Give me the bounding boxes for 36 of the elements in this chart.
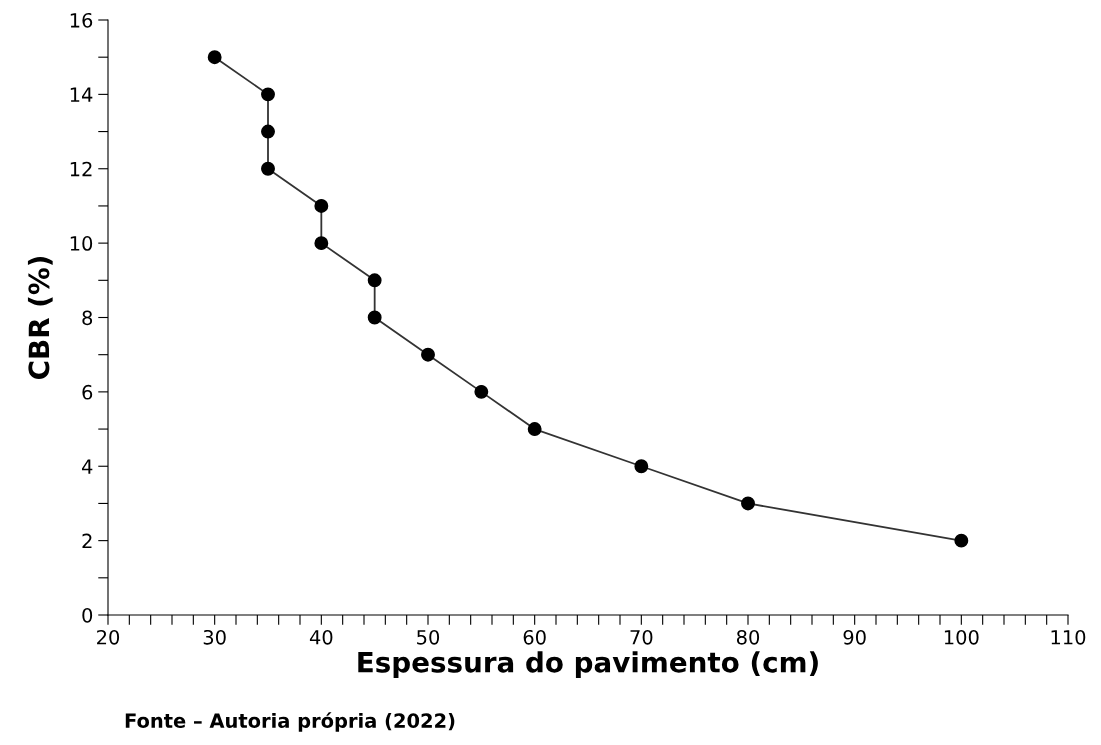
- y-tick-label: 12: [70, 161, 92, 177]
- y-axis-title: CBR (%): [27, 256, 53, 380]
- point: [261, 87, 275, 102]
- x-tick-label: 110: [1051, 629, 1086, 645]
- point: [314, 236, 329, 251]
- point: [261, 124, 275, 139]
- point: [261, 161, 275, 176]
- y-tick-label: 10: [70, 236, 93, 251]
- x-tick-label: 30: [203, 629, 226, 645]
- x-tick-label: 70: [630, 629, 653, 645]
- x-tick-label: 100: [944, 629, 979, 645]
- point: [634, 459, 649, 474]
- y-tick-label: 6: [82, 384, 93, 400]
- y-tick-label: 14: [70, 87, 93, 102]
- point: [954, 533, 969, 548]
- x-tick-label: 80: [736, 629, 760, 645]
- point: [527, 422, 542, 437]
- point: [367, 310, 382, 325]
- y-tick-label: 0: [82, 607, 93, 623]
- point: [474, 384, 489, 399]
- point: [367, 273, 382, 288]
- x-tick-label: 20: [97, 629, 120, 645]
- point: [207, 50, 222, 65]
- point: [421, 347, 435, 362]
- point: [314, 198, 329, 213]
- x-tick-label: 90: [843, 629, 866, 645]
- x-tick-label: 40: [309, 629, 333, 645]
- point: [741, 496, 755, 511]
- y-tick-label: 8: [82, 310, 93, 326]
- x-tick-label: 60: [523, 629, 546, 645]
- x-axis-title: Espessura do pavimento (cm): [358, 651, 818, 679]
- y-tick-label: 4: [82, 459, 93, 474]
- y-tick-label: 16: [70, 12, 93, 28]
- source-note: Fonte – Autoria própria (2022): [125, 712, 455, 732]
- y-tick-label: 2: [82, 533, 92, 549]
- x-tick-label: 50: [417, 629, 440, 645]
